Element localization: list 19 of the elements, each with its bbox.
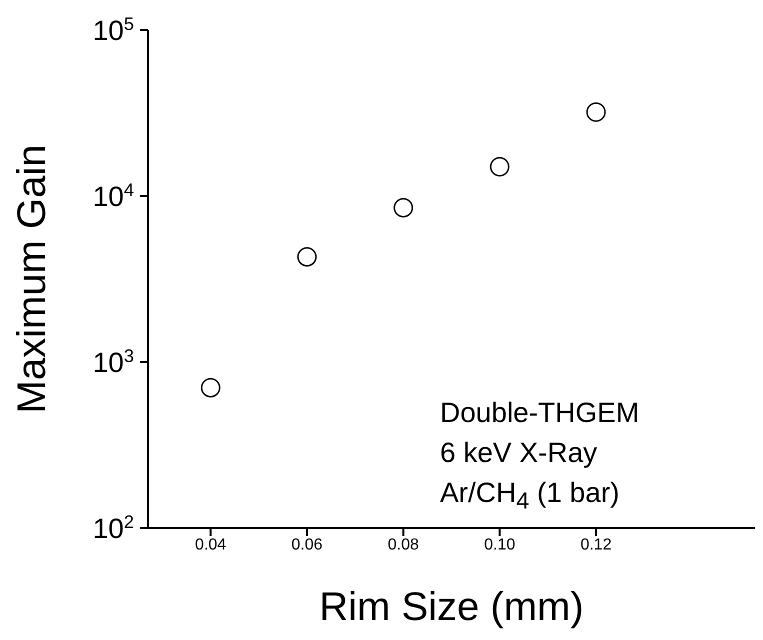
point [586, 102, 606, 122]
annotation: 6 keV X-Ray [440, 436, 598, 470]
y-tick-label: 10$^{3}$ [92, 346, 134, 378]
x-tick-label: 0.12 [580, 536, 612, 554]
point [490, 157, 510, 177]
point [200, 378, 220, 398]
annotation: Double-THGEM [440, 396, 640, 430]
y-tick-label: 10$^{5}$ [92, 14, 134, 46]
x-tick-label: 0.08 [388, 536, 419, 554]
point [394, 198, 414, 218]
point [297, 247, 317, 267]
y-tick-label: 10$^{4}$ [92, 180, 134, 212]
y-axis-title: Maximum Gain [10, 144, 54, 414]
y-tick-label: 10$^{2}$ [92, 512, 134, 544]
x-tick-label: 0.10 [484, 536, 516, 554]
annotation: Ar/CH$_{4}$ (1 bar) [440, 476, 620, 516]
x-tick-label: 0.06 [291, 536, 323, 554]
x-tick-label: 0.04 [195, 536, 226, 554]
x-axis-title: Rim Size (mm) [319, 585, 584, 629]
